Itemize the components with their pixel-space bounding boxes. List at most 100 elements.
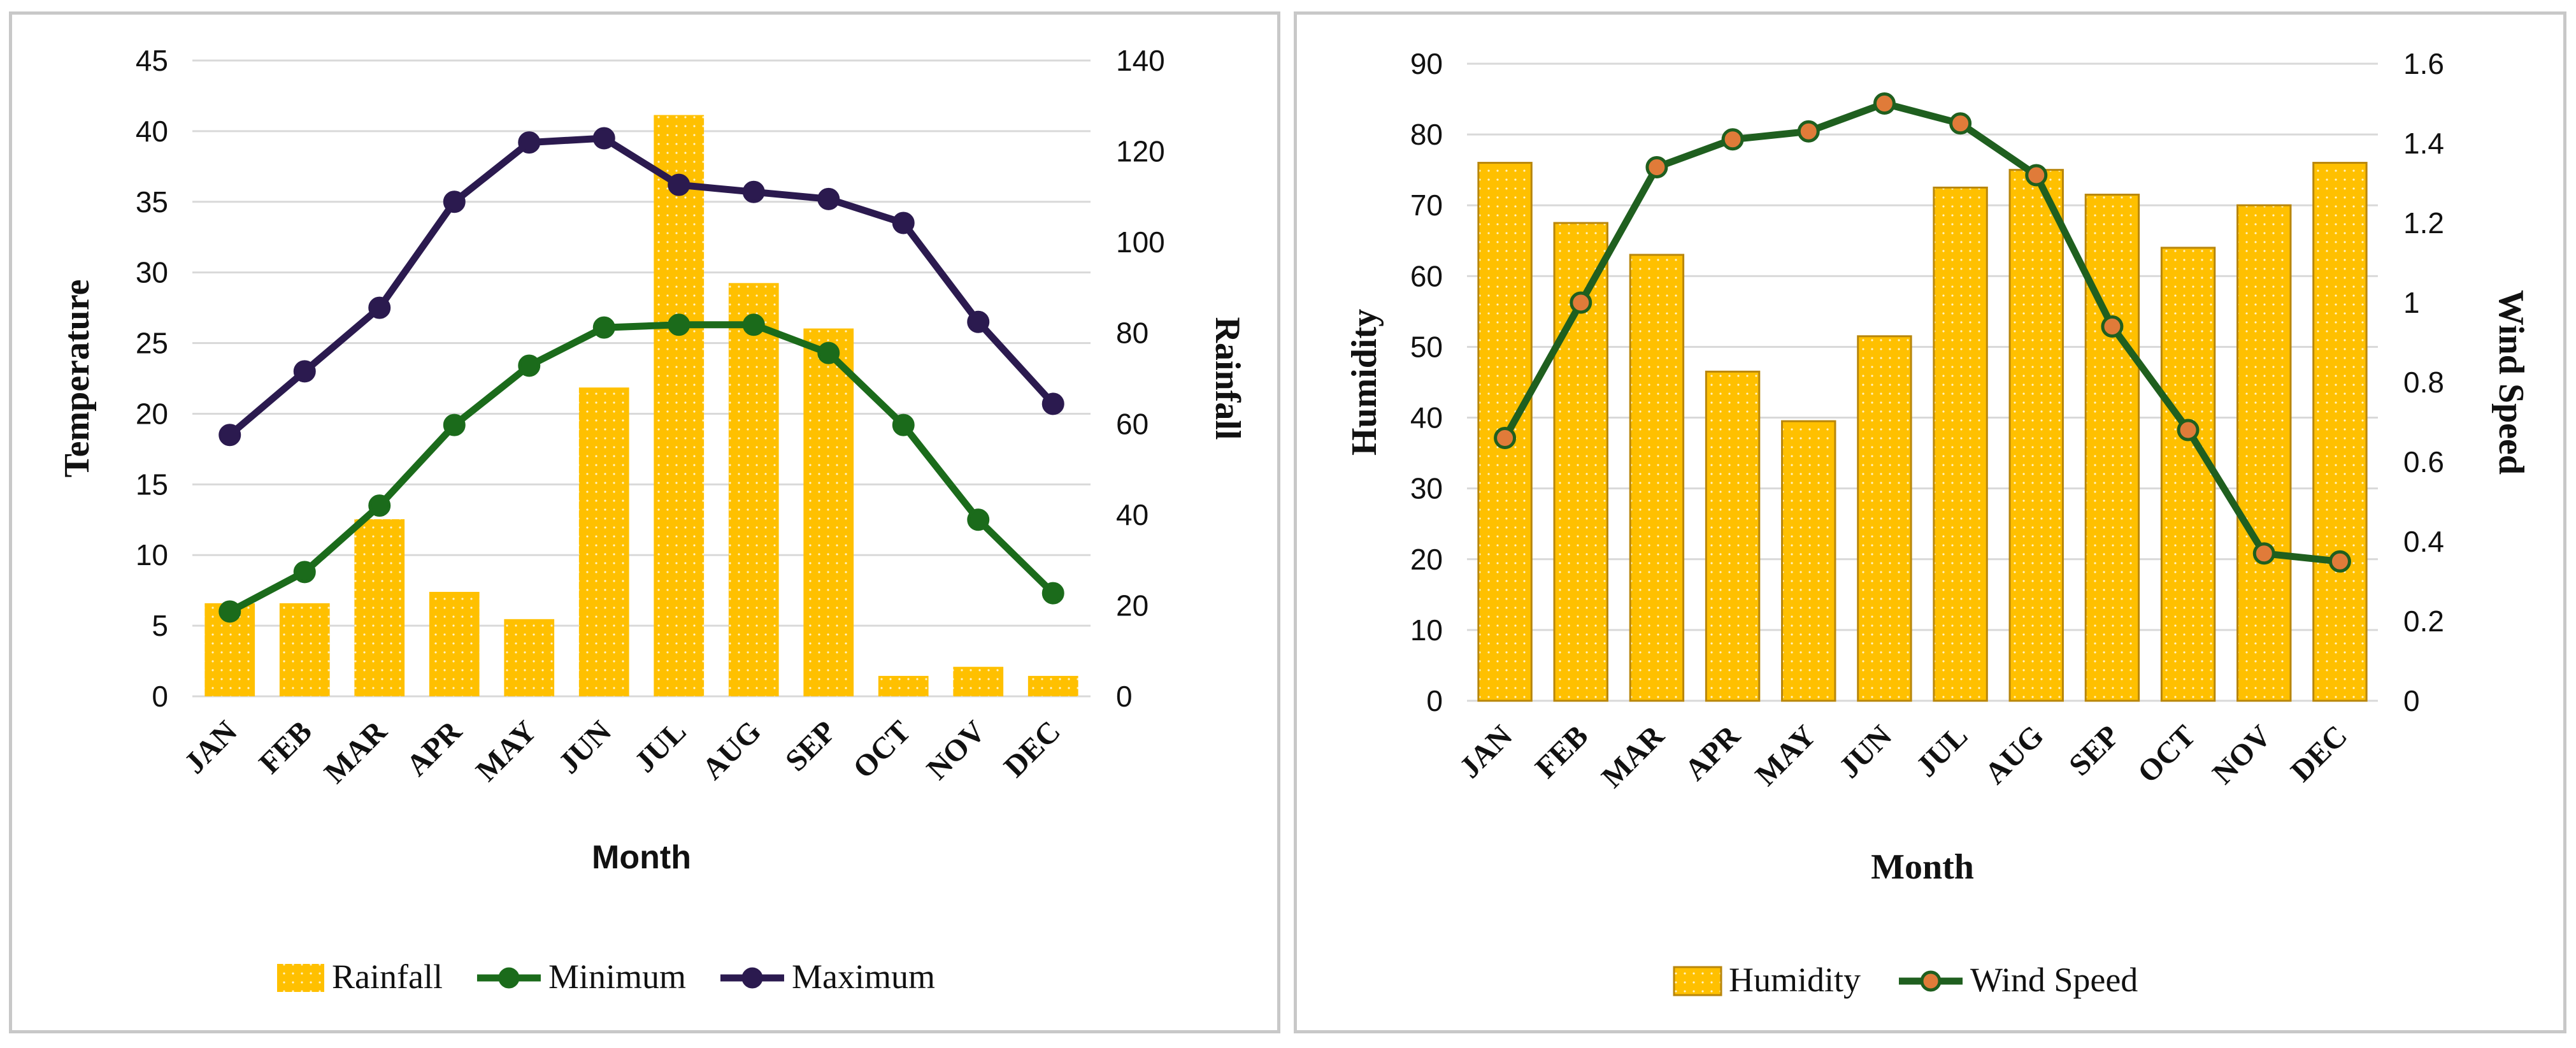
y2-tick-label: 100 [1116,226,1165,259]
legend-label-maximum: Maximum [792,958,935,996]
minimum-point [592,316,615,339]
bar-rainfall [1027,675,1078,696]
x-category-label: MAR [318,714,394,789]
y2-axis-title: Wind Speed [2491,290,2531,475]
x-category-label: JUL [628,714,693,779]
bar-humidity [1629,254,1685,702]
wind-speed-point [1797,120,1820,143]
wind-speed-point [1721,128,1744,151]
bar-rainfall [578,387,629,696]
x-category-label: FEB [1529,719,1594,784]
y-tick-label: 5 [152,609,168,642]
minimum-point [892,413,915,436]
bar-rainfall [504,619,555,696]
y-axis-title: Temperature [57,279,97,477]
humidity-windspeed-chart: 0 10 20 30 40 50 60 70 80 90 0 0.2 0.4 0.6 0.8 1 1.2 1.4 1… [1345,47,2531,999]
bar-humidity [2236,204,2292,702]
x-category-label: APR [400,714,469,782]
wind-speed-point [1949,112,1972,135]
x-category-label: DEC [2284,719,2354,788]
y2-axis-title: Rainfall [1208,317,1247,440]
y-tick-label: 40 [1410,401,1443,434]
maximum-point [817,187,840,210]
bar-humidity [1781,420,1836,702]
wind-speed-line [1501,100,2340,565]
wind-speed-point [1494,427,1517,449]
legend-swatch-humidity [1673,966,1722,996]
maximum-point [892,212,915,234]
bar-rainfall [354,519,405,696]
bar-rainfall [429,592,480,696]
legend-marker-minimum [498,967,520,989]
x-category-label: JUN [1833,719,1899,785]
y-tick-label: 30 [136,256,168,289]
x-category-label: SEP [2063,719,2126,782]
x-category-label: AUG [696,714,768,786]
y2-tick-label: 0.2 [2403,605,2444,638]
y2-tick-label: 40 [1116,498,1148,531]
wind-speed-point [2177,419,2200,441]
y-tick-label: 50 [1410,330,1443,363]
wind-speed-point [2328,550,2351,573]
minimum-point [967,508,990,531]
minimum-point [742,313,765,336]
y2-tick-label: 60 [1116,407,1148,440]
wind-speed-point [2025,164,2048,187]
minimum-point [368,494,391,517]
x-category-label: OCT [2131,719,2202,789]
bar-rainfall [803,328,854,696]
y-tick-label: 20 [136,397,168,430]
x-category-label: JAN [1453,719,1519,785]
bar-humidity [2312,162,2368,702]
y-tick-label: 25 [136,327,168,360]
x-axis-title: Month [592,839,691,876]
maximum-point [742,180,765,203]
y2-tick-label: 0.4 [2403,525,2444,558]
y2-tick-label: 140 [1116,44,1165,77]
x-category-label: NOV [920,714,992,786]
y2-tick-label: 0 [2403,684,2420,717]
maximum-point [443,190,466,213]
bar-humidity [1705,370,1761,702]
x-category-label: FEB [253,714,318,780]
y2-tick-label: 1.4 [2403,127,2444,160]
y-axis-title: Humidity [1345,309,1384,456]
x-category-label: AUG [1979,719,2050,791]
bar-rainfall [953,666,1004,696]
legend-label-rainfall: Rainfall [332,958,443,996]
wind-speed-point [2252,542,2275,565]
wind-speed-point [1645,156,1668,178]
y-tick-label: 35 [136,185,168,219]
legend-label-minimum: Minimum [548,958,686,996]
minimum-point [1041,582,1064,605]
y-tick-label: 20 [1410,543,1443,576]
legend-marker-maximum [741,967,763,989]
maximum-point [293,360,316,383]
bar-humidity [1857,335,1912,702]
bar-rainfall [279,603,330,696]
bar-humidity [2008,169,2064,702]
legend-marker-wind-speed [1920,970,1942,992]
right-chart-panel: 0 10 20 30 40 50 60 70 80 90 0 0.2 0.4 0.6 0.8 1 1.2 1.4 1… [1294,11,2566,1033]
y2-tick-label: 80 [1116,317,1148,350]
maximum-point [1041,392,1064,415]
x-category-label: JUN [552,714,619,780]
x-category-label: MAY [469,714,543,787]
y-tick-label: 10 [1410,614,1443,647]
y-tick-label: 80 [1410,118,1443,151]
x-category-label: MAY [1749,719,1822,792]
minimum-point [218,600,241,623]
maximum-point [967,310,990,333]
x-category-label: DEC [998,714,1067,784]
legend-swatch-rainfall [277,964,324,992]
x-category-label: MAR [1595,718,1671,794]
y-tick-label: 30 [1410,472,1443,505]
x-category-label: OCT [847,714,917,785]
left-chart-panel: 0 5 10 15 20 25 30 35 40 45 0 20 40 60 80 100 120 140 JAN F… [9,11,1280,1033]
x-axis-title: Month [1871,847,1974,887]
x-category-label: JAN [178,714,244,780]
maximum-point [592,127,615,150]
x-category-label: NOV [2206,719,2278,791]
x-category-label: JUL [1910,719,1975,784]
maximum-point [218,424,241,447]
